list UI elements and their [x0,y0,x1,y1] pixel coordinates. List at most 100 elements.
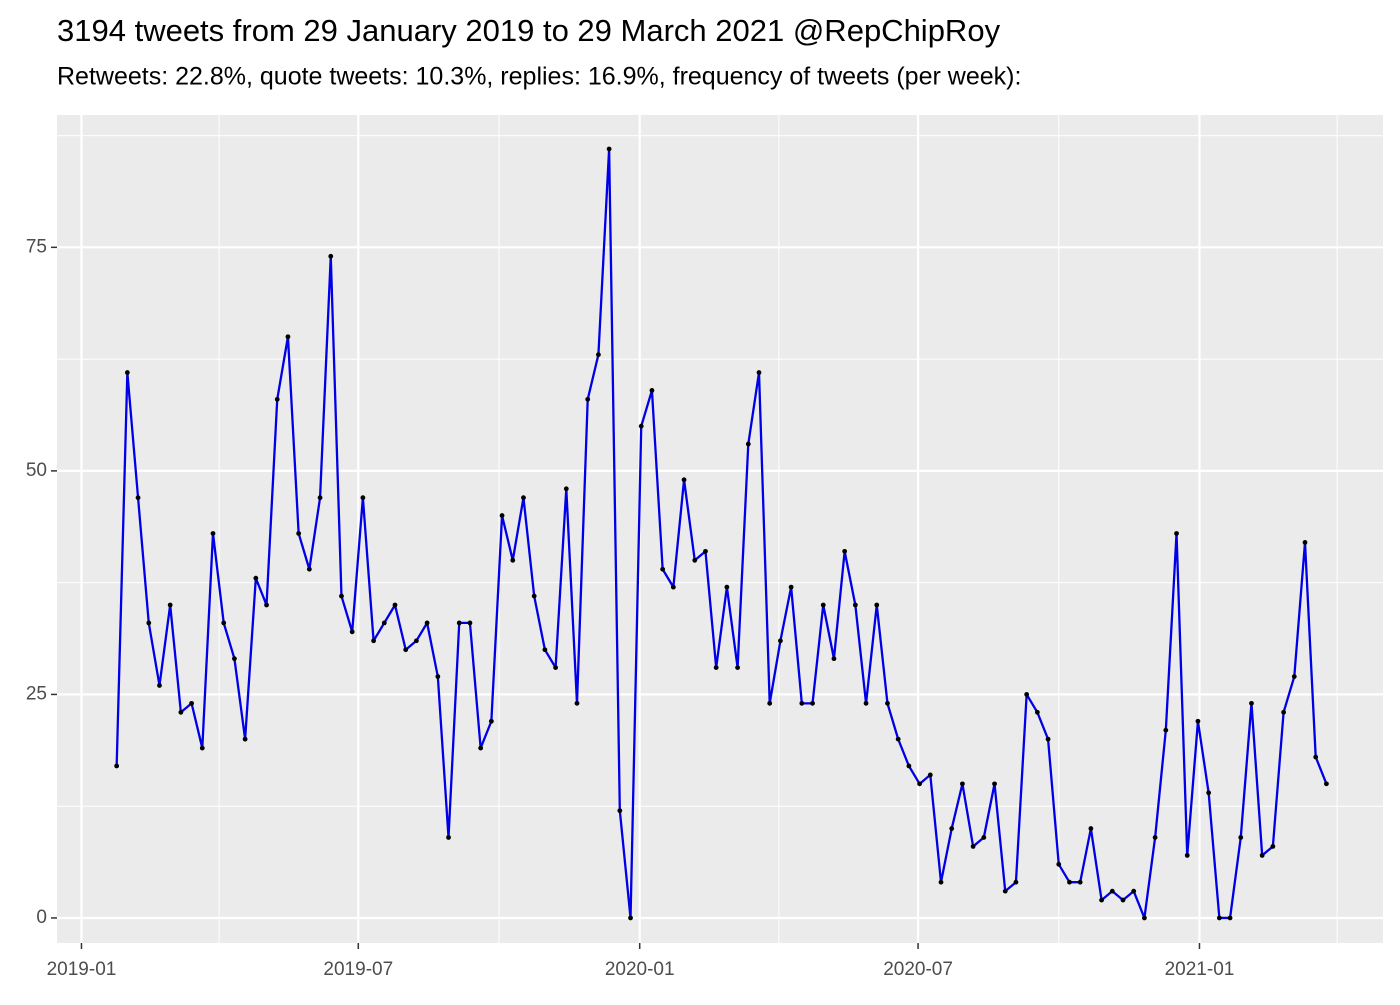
point [510,557,516,563]
point [306,566,312,572]
point [531,593,537,599]
point [146,620,152,626]
point [745,441,751,447]
point [1291,674,1297,679]
point [842,548,848,554]
point [1034,709,1040,715]
point [949,826,955,831]
point [542,647,548,653]
point [1216,915,1222,921]
point [1056,861,1062,867]
point [360,495,366,501]
point [981,835,987,840]
point [628,915,633,921]
point [938,879,944,885]
point [264,602,269,608]
point [1002,888,1008,894]
point [414,638,419,644]
point [810,700,815,706]
point [735,665,740,670]
point [157,683,162,688]
point [820,602,826,608]
point [488,718,494,724]
point [274,396,280,402]
point [1195,718,1201,724]
chart-title: 3194 tweets from 29 January 2019 to 29 M… [57,13,1001,48]
point [767,700,773,706]
point [339,593,344,599]
point [403,647,409,653]
point [617,808,623,814]
chart-subtitle: Retweets: 22.8%, quote tweets: 10.3%, re… [57,63,1021,91]
point [992,781,997,787]
x-tick-label: 2019-01 [47,959,117,980]
point [895,736,901,742]
x-tick-label: 2020-01 [605,959,675,980]
point [499,513,505,518]
point [649,388,655,393]
point [1120,897,1126,903]
point [371,638,376,644]
point [317,495,323,501]
plot-panel [57,115,1383,943]
point [199,745,205,751]
point [638,423,644,429]
y-tick-label: 25 [26,683,47,704]
point [349,629,355,635]
point [1142,915,1147,921]
point [563,486,569,492]
point [1045,736,1051,742]
point [232,656,237,662]
point [606,146,612,152]
point [713,665,719,670]
point [1238,835,1244,840]
point [724,584,730,590]
point [660,566,666,572]
point [424,620,430,626]
point [1184,852,1190,858]
x-tick-label: 2019-07 [323,959,393,980]
point [1077,879,1083,885]
point [456,620,462,626]
x-tick-label: 2020-07 [883,959,953,980]
point [970,844,976,849]
point [253,575,259,581]
point [778,638,783,644]
point [167,602,173,608]
point [863,700,869,706]
point [1249,700,1254,706]
point [521,495,526,501]
y-tick-label: 0 [36,907,47,928]
point [189,700,194,706]
point [927,772,933,778]
point [285,334,291,340]
point [788,584,794,590]
point [852,602,858,608]
point [435,674,441,679]
point [381,620,387,626]
point [296,531,302,536]
point [1099,897,1104,903]
point [756,370,762,375]
point [703,548,708,554]
point [1206,790,1212,796]
point [328,253,334,259]
point [681,477,687,483]
point [1302,540,1308,545]
point [917,781,922,787]
point [1152,835,1158,840]
point [799,700,805,706]
point [478,745,484,751]
point [906,763,912,769]
point [1281,709,1286,715]
point [553,665,558,670]
point [114,763,120,769]
point [1088,826,1094,831]
point [446,835,451,840]
point [585,396,591,402]
y-tick-label: 75 [26,236,47,257]
point [670,584,676,590]
point [1313,754,1319,760]
point [874,602,880,608]
